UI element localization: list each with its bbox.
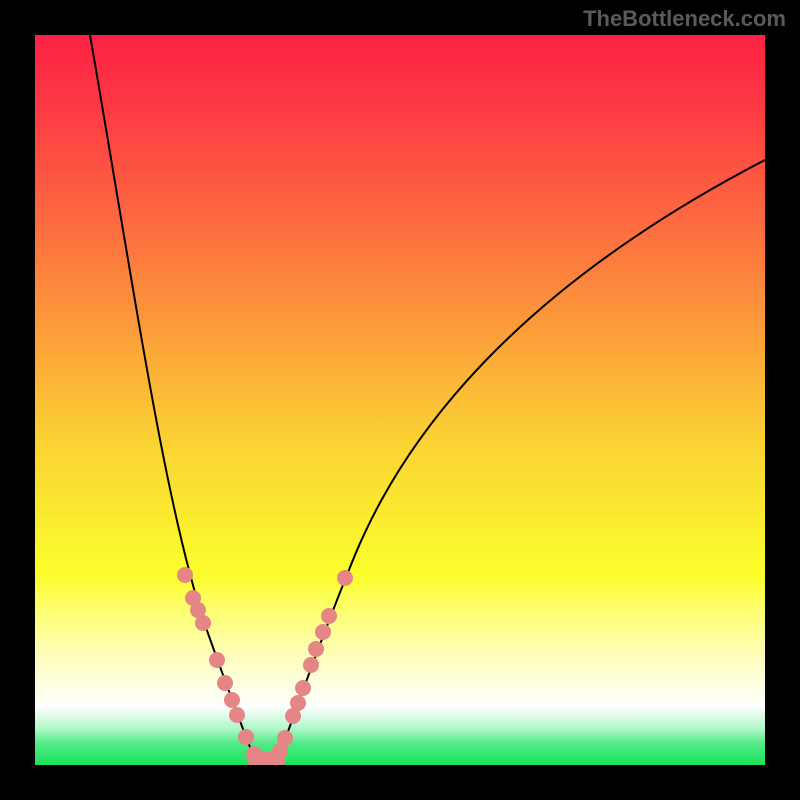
marker-dot	[209, 652, 225, 668]
marker-group	[177, 567, 353, 765]
marker-dot	[238, 729, 254, 745]
marker-dot	[315, 624, 331, 640]
marker-dot	[217, 675, 233, 691]
marker-dot	[224, 692, 240, 708]
curve-left-branch	[90, 35, 257, 765]
plot-area	[35, 35, 765, 765]
marker-dot	[290, 695, 306, 711]
marker-dot	[303, 657, 319, 673]
marker-dot	[308, 641, 324, 657]
marker-dot	[277, 730, 293, 746]
marker-dot	[195, 615, 211, 631]
marker-dot	[337, 570, 353, 586]
marker-dot	[177, 567, 193, 583]
marker-dot	[321, 608, 337, 624]
marker-dot	[229, 707, 245, 723]
watermark-text: TheBottleneck.com	[583, 6, 786, 32]
curve-right-branch	[275, 160, 765, 765]
marker-dot	[295, 680, 311, 696]
curve-overlay	[35, 35, 765, 765]
